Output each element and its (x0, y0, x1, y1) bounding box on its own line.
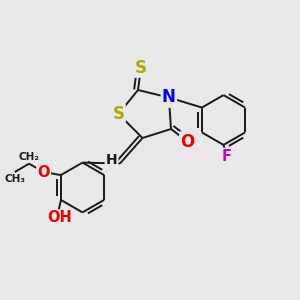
Text: CH₃: CH₃ (4, 173, 25, 184)
Text: H: H (106, 153, 117, 167)
Text: O: O (37, 164, 50, 179)
Text: OH: OH (47, 211, 72, 226)
Text: F: F (221, 149, 232, 164)
Text: CH₂: CH₂ (19, 152, 40, 162)
Text: O: O (180, 133, 195, 151)
Text: S: S (135, 58, 147, 76)
Text: S: S (112, 105, 124, 123)
Text: N: N (162, 88, 176, 106)
